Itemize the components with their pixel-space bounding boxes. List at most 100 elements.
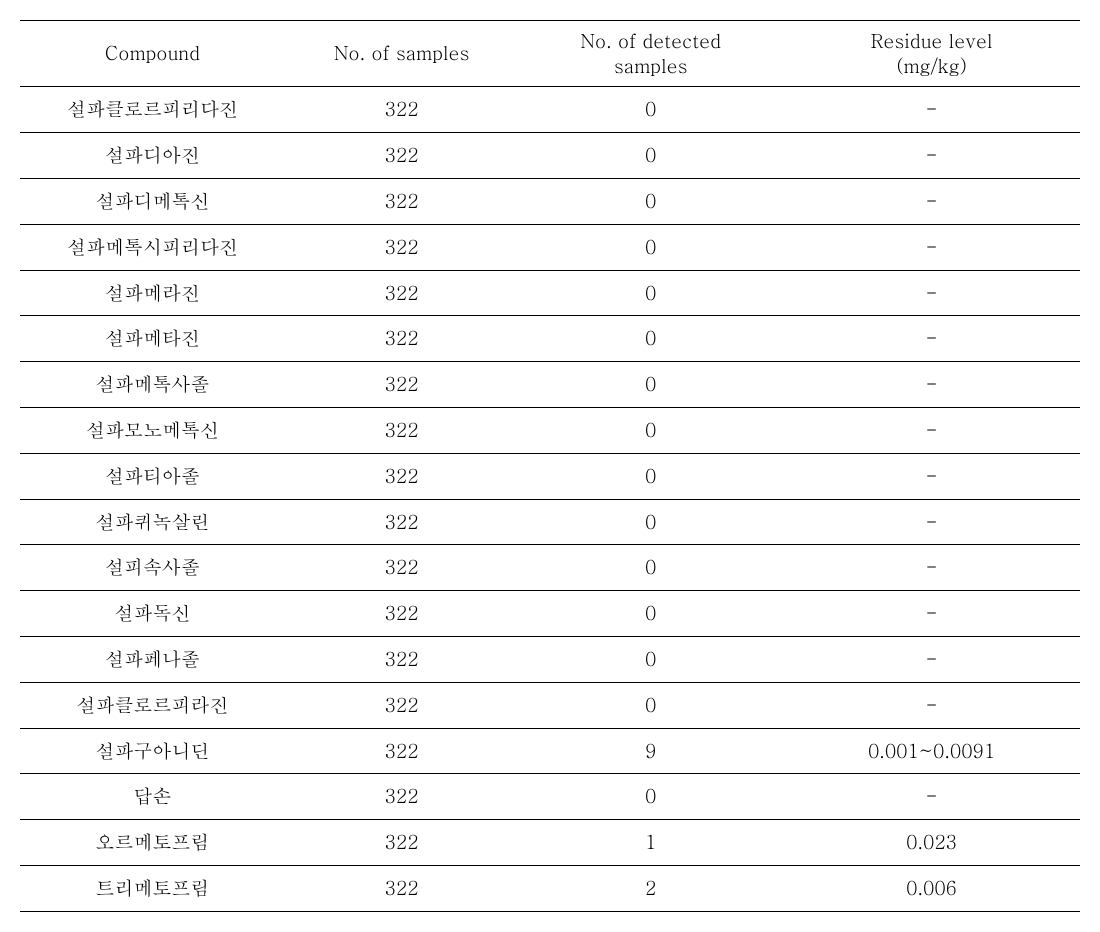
cell-detected: 0 [518, 636, 783, 682]
cell-compound: 설파메톡시피리다진 [20, 224, 285, 270]
cell-samples: 322 [285, 774, 518, 820]
cell-residue: - [783, 270, 1080, 316]
cell-detected: 0 [518, 316, 783, 362]
cell-compound: 설파모노메톡신 [20, 407, 285, 453]
cell-compound: 설파독신 [20, 591, 285, 637]
table-row: 설파메라진3220- [20, 270, 1080, 316]
table-row: 설파모노메톡신3220- [20, 407, 1080, 453]
cell-detected: 0 [518, 453, 783, 499]
cell-samples: 322 [285, 728, 518, 774]
cell-compound: 설파퀴녹살린 [20, 499, 285, 545]
table-row: 설파디아진3220- [20, 133, 1080, 179]
cell-residue: - [783, 178, 1080, 224]
cell-compound: 설파디아진 [20, 133, 285, 179]
cell-compound: 답손 [20, 774, 285, 820]
column-header-detected-line2: samples [614, 52, 688, 79]
cell-residue: - [783, 453, 1080, 499]
cell-compound: 설파티아졸 [20, 453, 285, 499]
cell-samples: 322 [285, 133, 518, 179]
residue-data-table: Compound No. of samples No. of detected … [20, 20, 1080, 912]
cell-residue: 0.001~0.0091 [783, 728, 1080, 774]
cell-detected: 1 [518, 820, 783, 866]
cell-detected: 0 [518, 270, 783, 316]
column-header-compound: Compound [20, 21, 285, 87]
cell-compound: 설피속사졸 [20, 545, 285, 591]
table-row: 설파메타진3220- [20, 316, 1080, 362]
cell-residue: 0.006 [783, 865, 1080, 911]
table-row: 설파독신3220- [20, 591, 1080, 637]
cell-detected: 0 [518, 178, 783, 224]
cell-detected: 0 [518, 591, 783, 637]
cell-samples: 322 [285, 865, 518, 911]
column-header-samples: No. of samples [285, 21, 518, 87]
table-row: 설파페나졸3220- [20, 636, 1080, 682]
cell-residue: - [783, 407, 1080, 453]
cell-detected: 2 [518, 865, 783, 911]
table-row: 설파메톡시피리다진3220- [20, 224, 1080, 270]
cell-detected: 0 [518, 362, 783, 408]
column-header-detected: No. of detected samples [518, 21, 783, 87]
cell-residue: - [783, 591, 1080, 637]
cell-detected: 0 [518, 774, 783, 820]
cell-samples: 322 [285, 316, 518, 362]
cell-samples: 322 [285, 87, 518, 133]
cell-samples: 322 [285, 407, 518, 453]
column-header-detected-line1: No. of detected [580, 27, 721, 54]
cell-detected: 0 [518, 545, 783, 591]
cell-compound: 설파클로르피라진 [20, 682, 285, 728]
cell-residue: - [783, 87, 1080, 133]
cell-samples: 322 [285, 270, 518, 316]
cell-detected: 0 [518, 407, 783, 453]
column-header-residue: Residue level (mg/kg) [783, 21, 1080, 87]
cell-compound: 설파메톡사졸 [20, 362, 285, 408]
table-row: 트리메토프림32220.006 [20, 865, 1080, 911]
cell-compound: 설파메타진 [20, 316, 285, 362]
cell-residue: - [783, 636, 1080, 682]
cell-residue: - [783, 545, 1080, 591]
table-row: 답손3220- [20, 774, 1080, 820]
table-row: 설파퀴녹살린3220- [20, 499, 1080, 545]
cell-samples: 322 [285, 591, 518, 637]
cell-residue: - [783, 224, 1080, 270]
table-row: 설파디메톡신3220- [20, 178, 1080, 224]
table-row: 설파티아졸3220- [20, 453, 1080, 499]
column-header-residue-line2: (mg/kg) [896, 52, 967, 79]
cell-detected: 0 [518, 224, 783, 270]
cell-compound: 설파페나졸 [20, 636, 285, 682]
cell-residue: - [783, 682, 1080, 728]
cell-residue: - [783, 316, 1080, 362]
table-row: 설파구아니딘32290.001~0.0091 [20, 728, 1080, 774]
cell-detected: 0 [518, 682, 783, 728]
cell-compound: 설파메라진 [20, 270, 285, 316]
table-row: 설파메톡사졸3220- [20, 362, 1080, 408]
cell-compound: 설파클로르피리다진 [20, 87, 285, 133]
table-header-row: Compound No. of samples No. of detected … [20, 21, 1080, 87]
cell-compound: 오르메토프림 [20, 820, 285, 866]
cell-samples: 322 [285, 820, 518, 866]
cell-samples: 322 [285, 224, 518, 270]
cell-samples: 322 [285, 636, 518, 682]
cell-compound: 설파디메톡신 [20, 178, 285, 224]
cell-samples: 322 [285, 178, 518, 224]
cell-residue: - [783, 774, 1080, 820]
cell-residue: - [783, 499, 1080, 545]
cell-compound: 트리메토프림 [20, 865, 285, 911]
table-row: 설파클로르피라진3220- [20, 682, 1080, 728]
table-body: 설파클로르피리다진3220-설파디아진3220-설파디메톡신3220-설파메톡시… [20, 87, 1080, 911]
cell-samples: 322 [285, 682, 518, 728]
table-row: 설파클로르피리다진3220- [20, 87, 1080, 133]
cell-residue: - [783, 133, 1080, 179]
cell-compound: 설파구아니딘 [20, 728, 285, 774]
cell-samples: 322 [285, 545, 518, 591]
table-row: 설피속사졸3220- [20, 545, 1080, 591]
cell-detected: 0 [518, 87, 783, 133]
cell-samples: 322 [285, 362, 518, 408]
cell-detected: 0 [518, 133, 783, 179]
cell-samples: 322 [285, 499, 518, 545]
column-header-residue-line1: Residue level [871, 27, 993, 54]
cell-residue: - [783, 362, 1080, 408]
cell-detected: 0 [518, 499, 783, 545]
table-row: 오르메토프림32210.023 [20, 820, 1080, 866]
cell-detected: 9 [518, 728, 783, 774]
cell-residue: 0.023 [783, 820, 1080, 866]
